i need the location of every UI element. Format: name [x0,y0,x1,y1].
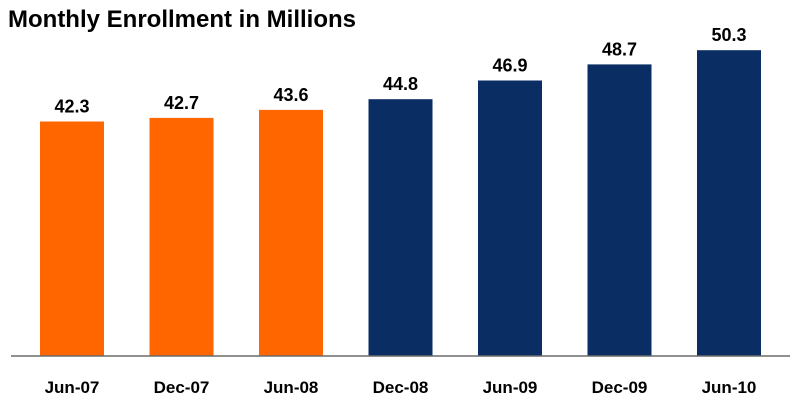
value-label-dec-07: 42.7 [164,93,199,113]
value-label-jun-08: 43.6 [273,85,308,105]
bar-dec-09 [587,64,652,357]
value-label-jun-09: 46.9 [492,56,527,76]
value-label-dec-09: 48.7 [602,39,637,59]
bar-dec-08 [368,99,433,356]
category-label-dec-08: Dec-08 [373,378,429,397]
category-label-jun-09: Jun-09 [483,378,538,397]
bars-group [40,50,761,357]
value-label-jun-10: 50.3 [711,25,746,45]
category-label-jun-10: Jun-10 [702,378,757,397]
value-label-dec-08: 44.8 [383,74,418,94]
bar-jun-07 [40,121,104,356]
category-label-jun-07: Jun-07 [45,378,100,397]
chart-title: Monthly Enrollment in Millions [8,6,356,33]
value-label-jun-07: 42.3 [54,97,89,117]
bar-dec-07 [149,117,214,357]
bar-jun-10 [697,50,761,356]
category-labels-group: Jun-07 Dec-07 Jun-08 Dec-08 Jun-09 Dec-09 Jun-… [45,378,757,397]
bar-jun-09 [478,80,542,356]
value-labels-group: 42.3 42.7 43.6 44.8 46.9 48.7 50.3 [54,25,746,116]
category-label-dec-09: Dec-09 [592,378,648,397]
bar-jun-08 [259,109,323,357]
category-label-dec-07: Dec-07 [154,378,210,397]
category-label-jun-08: Jun-08 [264,378,319,397]
